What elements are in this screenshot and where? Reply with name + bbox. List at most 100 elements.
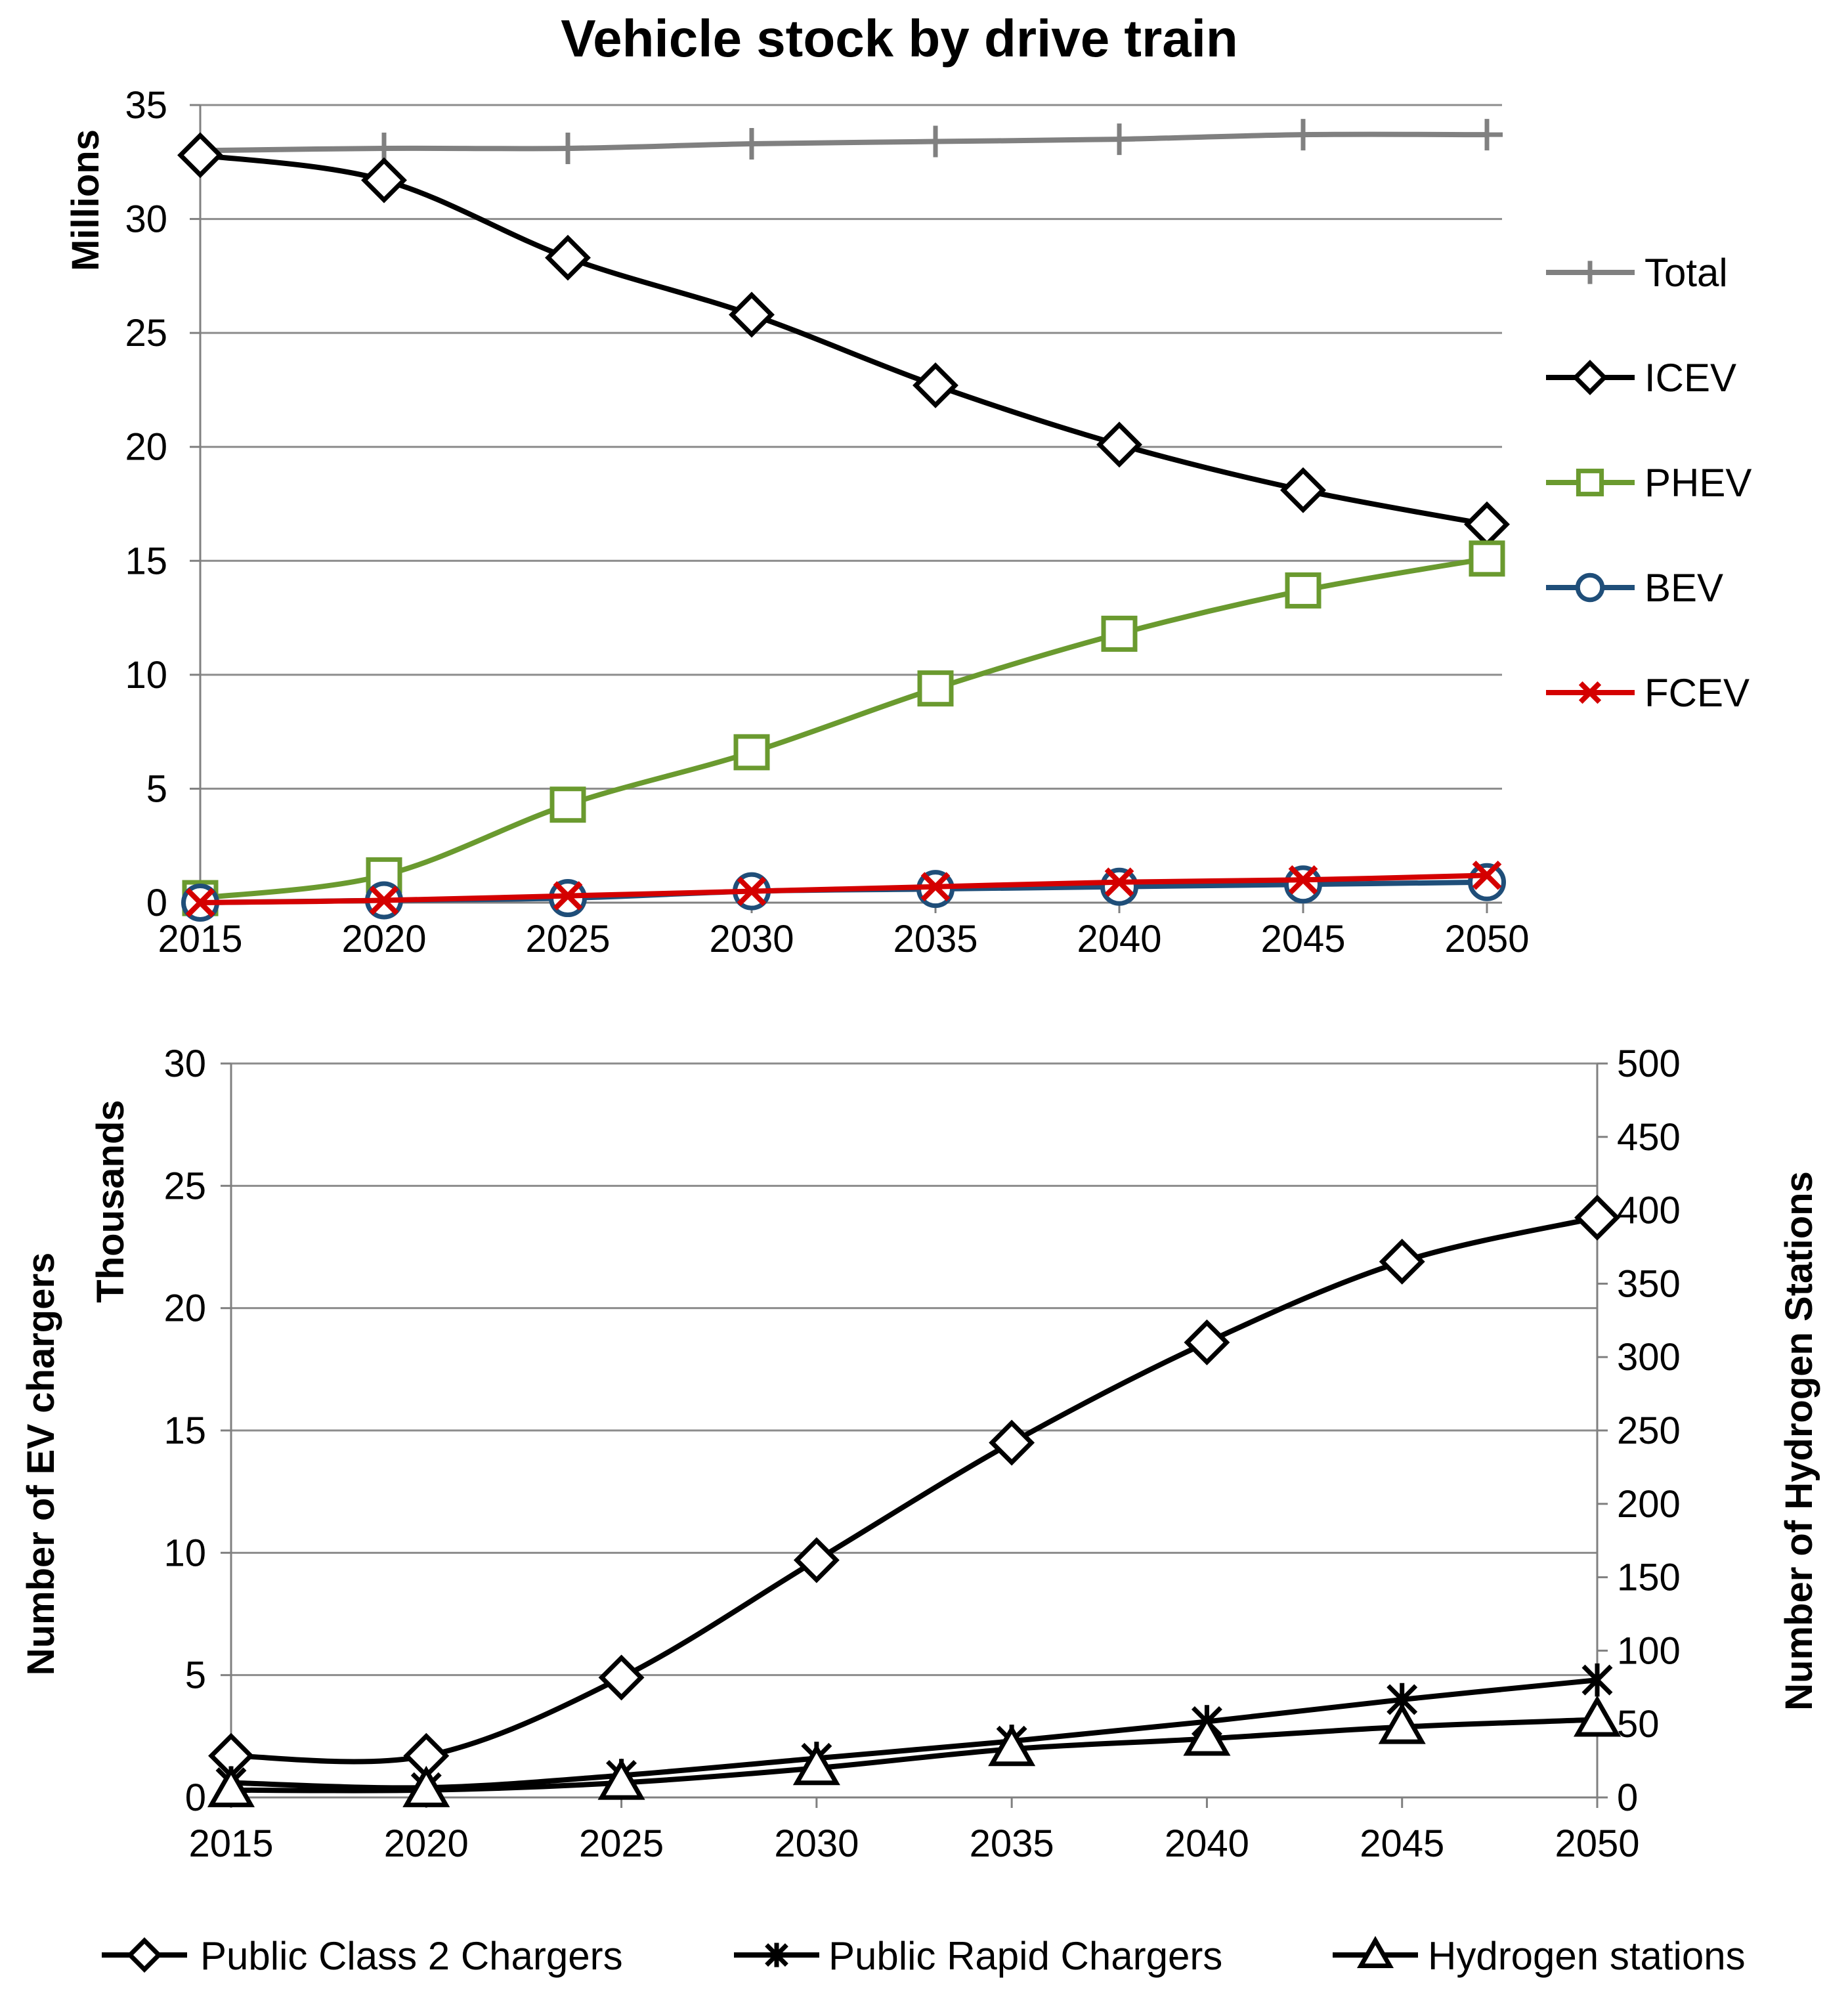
data-point-total	[736, 128, 767, 160]
y-tick-label: 0	[185, 1776, 206, 1819]
top-gridlines	[200, 104, 1502, 790]
y-axis-title-ev-chargers: Number of EV chargers	[20, 1253, 62, 1676]
x-tick-label: 2020	[384, 1822, 469, 1865]
series-line-phev	[200, 555, 1488, 901]
data-point-hydrogen-stations	[597, 1758, 645, 1800]
y-tick-label: 10	[163, 1532, 206, 1574]
y2-tick-label: 300	[1617, 1336, 1681, 1379]
y-tick-label: 5	[146, 767, 167, 810]
data-point-total	[1287, 119, 1319, 151]
y-tick-label: 25	[163, 1165, 206, 1207]
top-y-ticks: 0 5 10 15 20 25 30 35	[125, 84, 200, 924]
x-tick-label: 2040	[1077, 918, 1161, 960]
data-point-fcev	[1288, 865, 1318, 895]
legend-label: BEV	[1644, 566, 1723, 610]
data-point-hydrogen-stations	[207, 1765, 255, 1807]
series-fcev	[185, 861, 1502, 918]
data-point-phev	[1285, 572, 1322, 609]
data-point-total	[920, 125, 951, 158]
top-legend: Total ICEV PHEV BEV FCEV	[1546, 251, 1751, 715]
y2-tick-label: 250	[1617, 1409, 1681, 1452]
legend-marker	[127, 1937, 162, 1973]
y2-tick-label: 200	[1617, 1483, 1681, 1526]
bottom-y-ticks: 0 5 10 15 20 25 30	[163, 1042, 231, 1819]
data-point-fcev	[737, 876, 767, 906]
data-point-icev	[729, 291, 775, 338]
x-tick-label: 2015	[158, 918, 242, 960]
y-tick-label: 35	[125, 84, 167, 127]
data-point-icev	[177, 132, 223, 179]
legend-item-total: Total	[1546, 251, 1728, 295]
data-point-fcev	[1472, 861, 1502, 890]
series-hydrogen-stations	[207, 1695, 1622, 1807]
data-point-fcev	[1104, 867, 1134, 897]
legend-label: ICEV	[1644, 356, 1736, 400]
y-axis-units-thousands: Thousands	[89, 1100, 132, 1302]
x-tick-label: 2030	[709, 918, 794, 960]
x-tick-label: 2015	[188, 1822, 273, 1865]
legend-marker	[1572, 360, 1608, 395]
legend-label: Hydrogen stations	[1428, 1934, 1746, 1978]
data-point-public-class-2-chargers	[598, 1654, 645, 1701]
data-point-hydrogen-stations	[402, 1765, 450, 1807]
legend-item-hydrogen-stations: Hydrogen stations	[1333, 1934, 1746, 1978]
x-tick-label: 2035	[970, 1822, 1054, 1865]
y-tick-label: 20	[125, 426, 167, 469]
y2-axis-title-hydrogen-stations: Number of Hydrogen Stations	[1778, 1171, 1820, 1711]
y2-tick-label: 350	[1617, 1262, 1681, 1305]
y2-tick-label: 150	[1617, 1557, 1681, 1599]
vehicle-stock-chart: Vehicle stock by drive train 05101520253…	[64, 9, 1751, 960]
x-tick-label: 2020	[341, 918, 426, 960]
data-point-phev	[733, 734, 770, 771]
x-tick-label: 2025	[525, 918, 610, 960]
data-point-public-class-2-chargers	[989, 1419, 1035, 1466]
legend-marker	[1575, 572, 1605, 603]
x-tick-label: 2040	[1165, 1822, 1249, 1865]
y-tick-label: 25	[125, 312, 167, 354]
data-point-phev	[1101, 615, 1138, 652]
data-point-hydrogen-stations	[988, 1725, 1036, 1767]
series-phev	[182, 540, 1505, 916]
series-line-fcev	[200, 872, 1488, 905]
data-point-icev	[1280, 467, 1326, 513]
y-tick-label: 30	[125, 198, 167, 241]
data-point-hydrogen-stations	[1573, 1695, 1622, 1737]
y2-tick-label: 100	[1617, 1629, 1681, 1672]
top-x-ticks: 2015 2020 2025 2030 2035 2040 2045 2050	[158, 903, 1530, 960]
legend-marker	[1576, 468, 1604, 497]
data-point-public-class-2-chargers	[1379, 1238, 1425, 1285]
y2-tick-label: 50	[1617, 1703, 1660, 1746]
legend-marker	[1578, 261, 1602, 284]
legend-marker	[1578, 681, 1602, 704]
data-point-phev	[549, 786, 586, 823]
top-series	[177, 119, 1510, 922]
y-tick-label: 5	[185, 1654, 206, 1697]
bottom-series	[207, 1194, 1622, 1807]
data-point-public-class-2-chargers	[793, 1537, 840, 1583]
y-tick-label: 10	[125, 654, 167, 697]
x-tick-label: 2030	[774, 1822, 859, 1865]
series-icev	[177, 132, 1510, 548]
legend-item-public-rapid-chargers: Public Rapid Chargers	[734, 1934, 1222, 1978]
y2-tick-label: 450	[1617, 1116, 1681, 1159]
y2-tick-label: 400	[1617, 1190, 1681, 1232]
data-point-total	[1471, 119, 1503, 151]
legend-label: PHEV	[1644, 461, 1751, 505]
series-line-total	[200, 131, 1488, 154]
series-line-public-rapid-chargers	[230, 1677, 1598, 1791]
data-point-bev	[1100, 867, 1138, 906]
data-point-hydrogen-stations	[1378, 1702, 1426, 1744]
legend-label: Total	[1644, 251, 1728, 295]
y-tick-label: 30	[163, 1042, 206, 1085]
data-point-public-class-2-chargers	[1574, 1194, 1620, 1241]
data-point-total	[1104, 123, 1135, 156]
series-public-class-2-chargers	[208, 1194, 1620, 1779]
legend-label: Public Rapid Chargers	[828, 1934, 1222, 1978]
y2-tick-label: 500	[1617, 1042, 1681, 1085]
data-point-bev	[1284, 865, 1322, 904]
data-point-fcev	[553, 881, 583, 911]
data-point-public-rapid-chargers	[1581, 1663, 1613, 1697]
data-point-public-class-2-chargers	[1184, 1319, 1230, 1365]
